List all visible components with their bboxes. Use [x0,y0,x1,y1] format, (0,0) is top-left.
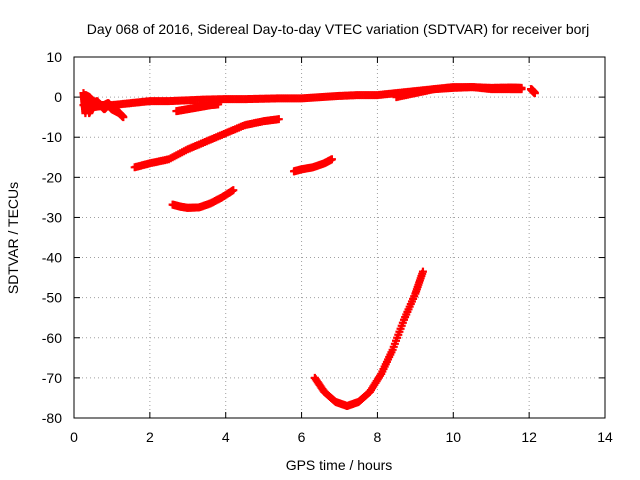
x-tick-labels: 0 2 4 6 8 10 12 14 [70,429,613,445]
data-point [517,85,526,94]
y-tick-label: -70 [42,370,62,386]
data-point [229,186,238,195]
x-tick-label: 2 [146,429,154,445]
y-tick-label: -20 [42,169,62,185]
y-tick-label: -60 [42,330,62,346]
chart-title: Day 068 of 2016, Sidereal Day-to-day VTE… [87,21,589,37]
data-point [119,113,128,122]
series-arc-small-dip [172,100,223,116]
data-point [418,267,427,276]
x-tick-label: 8 [374,429,382,445]
series-arc-bowl-large [310,267,427,410]
series-arc-upper-band [392,83,526,102]
data-point [274,115,283,124]
y-tick-label: -80 [42,410,62,426]
data-point [327,155,336,164]
x-tick-label: 12 [521,429,537,445]
data-point [530,89,539,98]
x-tick-label: 0 [70,429,78,445]
y-axis-label: SDTVAR / TECUs [5,182,21,294]
series-arc-bowl-small [168,186,238,212]
grid [74,57,605,418]
x-tick-label: 4 [222,429,230,445]
plot-frame [73,56,606,419]
x-tick-label: 10 [445,429,461,445]
y-tick-label: 10 [46,49,62,65]
series-arc-early-cluster-b [81,91,120,114]
axis-ticks [73,56,606,419]
x-axis-label: GPS time / hours [286,457,393,473]
series-arc-late-right [527,85,539,98]
y-tick-label: -50 [42,290,62,306]
series-arc-rising-mid [130,115,283,172]
y-tick-label: -40 [42,250,62,266]
y-tick-label: -30 [42,209,62,225]
data-point [214,100,223,109]
series-arc-short-mid [289,155,336,176]
x-tick-label: 6 [298,429,306,445]
data-point [111,105,120,114]
x-tick-label: 14 [597,429,613,445]
series-group [79,83,539,410]
y-tick-labels: 10 0 -10 -20 -30 -40 -50 -60 -70 -80 [42,49,62,426]
y-tick-label: 0 [54,89,62,105]
y-tick-label: -10 [42,129,62,145]
